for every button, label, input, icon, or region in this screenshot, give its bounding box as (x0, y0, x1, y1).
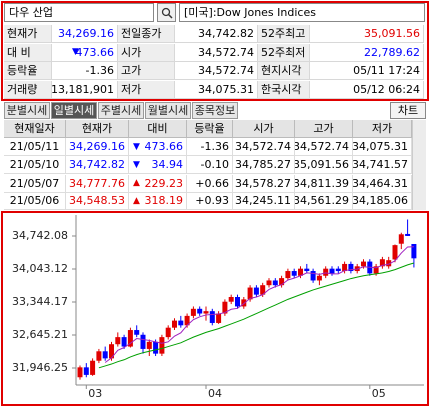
table-cell: -1.36 (187, 138, 233, 156)
info-label: 현재가 (4, 25, 52, 43)
table-cell: 34,811.39 (295, 174, 353, 193)
table-cell: 34,578.27 (233, 174, 295, 193)
table-cell: 21/05/06 (4, 192, 66, 210)
info-label: 대 비 (4, 43, 52, 62)
table-cell: 34,269.16 (66, 138, 129, 156)
table-cell: 34,075.31 (353, 138, 412, 156)
table-cell: 34,245.11 (233, 192, 295, 210)
table-cell: 34.94 (129, 156, 187, 175)
column-header: 현재일자 (4, 120, 66, 138)
scrollbar[interactable] (412, 120, 426, 210)
table-cell: 34,742.82 (66, 156, 129, 175)
change-arrow: ▼ (133, 141, 140, 152)
table-cell: 34,548.53 (66, 192, 129, 210)
info-label: 고가 (118, 62, 175, 81)
search-button[interactable] (157, 3, 176, 22)
info-value: 05/11 17:24 (310, 62, 424, 81)
table-cell: 21/05/10 (4, 156, 66, 175)
info-label: 52주최고 (258, 25, 310, 43)
table-cell: 229.23 (129, 174, 187, 193)
column-header: 고가 (295, 120, 353, 138)
table-cell: 34,561.29 (295, 192, 353, 210)
table-cell: 473.66 (129, 138, 187, 156)
market-field: [미국]:Dow Jones Indices (179, 3, 425, 22)
column-header: 대비 (129, 120, 187, 138)
change-arrow: ▲ (133, 178, 140, 189)
table-cell: +0.93 (187, 192, 233, 210)
table-cell: 21/05/11 (4, 138, 66, 156)
search-icon (161, 7, 173, 19)
info-value: 34,075.31 (175, 81, 258, 100)
chart-frame (1, 211, 429, 406)
info-frame (1, 1, 429, 101)
table-cell: +0.66 (187, 174, 233, 193)
info-label: 거래량 (4, 81, 52, 100)
column-header: 저가 (353, 120, 412, 138)
info-label: 등락율 (4, 62, 52, 81)
info-label: 전일종가 (118, 25, 175, 43)
info-value: 34,269.16 (52, 25, 118, 43)
table-cell: 34,741.57 (353, 156, 412, 175)
change-arrow: ▼ (133, 159, 140, 170)
table-cell: -0.10 (187, 156, 233, 175)
table-cell: 34,572.74 (295, 138, 353, 156)
info-value: 34,572.74 (175, 43, 258, 62)
tab[interactable]: 월별시세 (145, 102, 191, 119)
tab[interactable]: 분별시세 (4, 102, 50, 119)
table-cell: 35,091.56 (295, 156, 353, 175)
tab[interactable]: 주별시세 (98, 102, 144, 119)
info-value: 413,181,901 (44, 81, 118, 100)
symbol-select[interactable]: 다우 산업 (4, 3, 154, 22)
info-label: 시가 (118, 43, 175, 62)
table-cell: 318.19 (129, 192, 187, 210)
info-value: 22,789.62 (310, 43, 424, 62)
change-arrow: ▲ (133, 195, 140, 206)
tab[interactable]: 종목정보 (192, 102, 238, 119)
info-value: 34,742.82 (175, 25, 258, 43)
table-cell: 21/05/07 (4, 174, 66, 193)
info-value: 35,091.56 (310, 25, 424, 43)
table-cell: 34,785.27 (233, 156, 295, 175)
info-arrow: ▼ (72, 47, 79, 58)
table-cell: 34,464.31 (353, 174, 412, 193)
table-cell: 34,185.06 (353, 192, 412, 210)
info-label: 52주최저 (258, 43, 310, 62)
info-label: 현지시각 (258, 62, 310, 81)
info-value: 05/12 06:24 (310, 81, 424, 100)
chart-button[interactable]: 차트 (390, 102, 426, 119)
info-value: 473.66 (52, 43, 118, 62)
column-header: 등락율 (187, 120, 233, 138)
column-header: 시가 (233, 120, 295, 138)
info-value: 34,572.74 (175, 62, 258, 81)
tab[interactable]: 일별시세 (51, 102, 97, 119)
info-label: 저가 (118, 81, 175, 100)
info-label: 한국시각 (258, 81, 310, 100)
table-cell: 34,777.76 (66, 174, 129, 193)
table-cell: 34,572.74 (233, 138, 295, 156)
column-header: 현재가 (66, 120, 129, 138)
info-value: -1.36 (52, 62, 118, 81)
